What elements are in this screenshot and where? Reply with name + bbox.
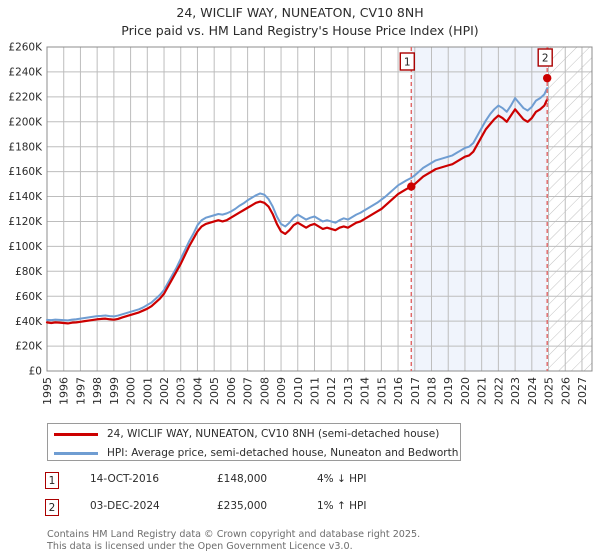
x-axis-tick-label: 1997 — [74, 377, 87, 405]
transaction-date-2: 03-DEC-2024 — [90, 500, 160, 512]
y-axis-tick-label: £220K — [8, 91, 43, 103]
y-axis-tick-label: £240K — [8, 67, 43, 79]
y-axis-tick-label: £200K — [8, 116, 43, 128]
x-axis-tick-label: 2005 — [208, 377, 221, 405]
x-axis-tick-label: 2017 — [409, 377, 422, 405]
transaction-hpi-delta-2: 1% ↑ HPI — [317, 500, 367, 512]
y-axis-tick-label: £0 — [29, 366, 42, 378]
series-line-price-paid — [45, 98, 549, 325]
y-axis-tick-label: £60K — [15, 291, 43, 303]
x-axis-tick-label: 2003 — [175, 377, 188, 405]
x-axis-tick-label: 2002 — [158, 377, 171, 405]
marker-box-2[interactable] — [537, 48, 553, 67]
x-axis-tick-label: 2023 — [509, 377, 522, 405]
legend-swatch-hpi — [54, 451, 98, 455]
legend-label-price-paid: 24, WICLIF WAY, NUNEATON, CV10 8NH (semi… — [107, 428, 440, 440]
plot-frame — [46, 46, 593, 372]
x-axis-tick-label: 1998 — [91, 377, 104, 405]
table-row: 2 03-DEC-2024 £235,000 1% ↑ HPI — [45, 497, 475, 524]
x-axis-tick-label: 2015 — [375, 377, 388, 405]
x-axis-tick-label: 2013 — [342, 377, 355, 405]
legend-item-hpi: HPI: Average price, semi-detached house,… — [48, 444, 460, 462]
transaction-marker-2: 2 — [45, 499, 59, 516]
chart-legend: 24, WICLIF WAY, NUNEATON, CV10 8NH (semi… — [47, 423, 461, 461]
x-axis-tick-label: 1995 — [41, 377, 54, 405]
transaction-date-1: 14-OCT-2016 — [90, 473, 159, 485]
y-axis-tick-label: £40K — [15, 316, 43, 328]
x-axis-tick-label: 2018 — [426, 377, 439, 405]
x-axis-tick-label: 2025 — [543, 377, 556, 405]
legend-label-hpi: HPI: Average price, semi-detached house,… — [107, 447, 459, 459]
transaction-marker-1: 1 — [45, 472, 59, 489]
x-axis-tick-label: 2022 — [492, 377, 505, 405]
x-axis-tick-label: 2020 — [459, 377, 472, 405]
y-axis-tick-label: £100K — [8, 241, 43, 253]
y-axis-tick-label: £20K — [15, 341, 43, 353]
x-axis-tick-label: 2019 — [442, 377, 455, 405]
title-line-1: 24, WICLIF WAY, NUNEATON, CV10 8NH — [176, 5, 424, 20]
x-axis-tick-label: 2016 — [392, 377, 405, 405]
attribution-footer: Contains HM Land Registry data © Crown c… — [47, 529, 567, 552]
x-axis-tick-label: 1996 — [58, 377, 71, 405]
x-axis-tick-label: 2014 — [359, 377, 372, 405]
marker-dot-2[interactable] — [542, 73, 552, 83]
transaction-hpi-delta-1: 4% ↓ HPI — [317, 473, 367, 485]
x-axis-tick-label: 2027 — [576, 377, 589, 405]
x-axis-tick-label: 2024 — [526, 377, 539, 405]
y-axis-tick-label: £80K — [15, 266, 43, 278]
x-axis-tick-label: 1999 — [108, 377, 121, 405]
x-axis-tick-label: 2000 — [125, 377, 138, 405]
series-line-hpi — [46, 87, 549, 322]
x-axis-tick-label: 2012 — [325, 377, 338, 405]
marker-box-label-2: 2 — [542, 53, 549, 65]
footer-line-2: This data is licensed under the Open Gov… — [47, 540, 353, 552]
x-axis-tick-label: 2011 — [308, 377, 321, 405]
legend-swatch-price-paid — [54, 432, 98, 436]
table-row: 1 14-OCT-2016 £148,000 4% ↓ HPI — [45, 470, 475, 497]
x-axis-tick-label: 2010 — [292, 377, 305, 405]
transaction-price-1: £148,000 — [217, 473, 268, 485]
x-axis-tick-label: 2001 — [141, 377, 154, 405]
ownership-shaded-band — [411, 47, 548, 371]
marker-box-label-1: 1 — [404, 57, 411, 69]
marker-dot-1[interactable] — [407, 182, 416, 191]
x-axis-tick-label: 2007 — [242, 377, 255, 405]
x-axis-tick-label: 2006 — [225, 377, 238, 405]
x-axis-tick-label: 2021 — [476, 377, 489, 405]
future-hatched-region — [547, 47, 592, 371]
y-axis-tick-label: £260K — [8, 42, 43, 54]
title-line-2: Price paid vs. HM Land Registry's House … — [121, 23, 479, 38]
y-axis-tick-label: £120K — [8, 216, 43, 228]
y-axis-tick-label: £140K — [8, 191, 43, 203]
x-axis-tick-label: 2026 — [559, 377, 572, 405]
x-axis-tick-label: 2004 — [191, 377, 204, 405]
y-axis-tick-label: £160K — [8, 166, 43, 178]
hpi-line-chart: £0 £20K £40K £60K £80K £100K £120K £140K £160K £1… — [8, 42, 593, 405]
marker-box-1[interactable] — [399, 52, 415, 71]
transaction-price-2: £235,000 — [217, 500, 268, 512]
x-axis-tick-label: 2009 — [275, 377, 288, 405]
page-title: 24, WICLIF WAY, NUNEATON, CV10 8NH Price… — [0, 4, 600, 40]
x-axis-tick-label: 2008 — [258, 377, 271, 405]
y-axis-tick-label: £180K — [8, 141, 43, 153]
transactions-table: 1 14-OCT-2016 £148,000 4% ↓ HPI 2 03-DEC… — [45, 470, 475, 524]
legend-item-price-paid: 24, WICLIF WAY, NUNEATON, CV10 8NH (semi… — [48, 425, 460, 443]
footer-line-1: Contains HM Land Registry data © Crown c… — [47, 529, 421, 540]
